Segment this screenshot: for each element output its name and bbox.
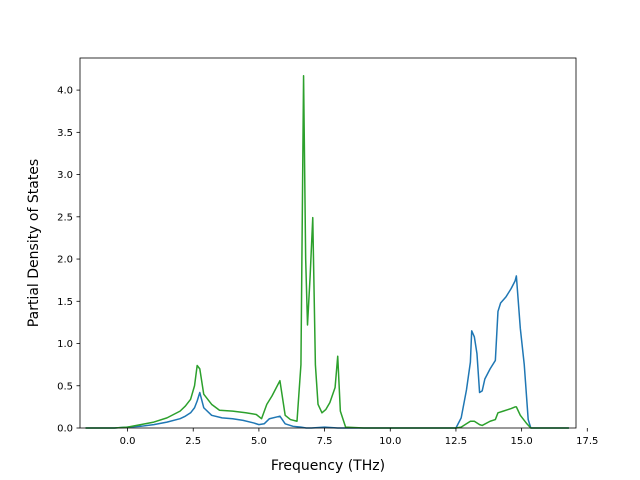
y-tick-label: 2.5 — [57, 212, 73, 223]
y-tick-label: 1.0 — [57, 339, 73, 350]
x-axis-ticks: 0.0 2.5 5.0 7.5 10.0 12.5 15.0 17.5 — [120, 428, 598, 447]
x-tick-label: 2.5 — [185, 436, 201, 447]
y-tick-label: 3.0 — [57, 170, 73, 181]
x-tick-label: 17.5 — [576, 436, 598, 447]
y-tick-label: 0.0 — [57, 424, 73, 435]
plot-area — [80, 58, 576, 428]
y-tick-label: 3.5 — [57, 128, 73, 139]
x-tick-label: 15.0 — [510, 436, 532, 447]
y-tick-label: 1.5 — [57, 297, 73, 308]
y-tick-label: 0.5 — [57, 381, 73, 392]
x-tick-label: 12.5 — [445, 436, 467, 447]
y-axis-ticks: 0.0 0.5 1.0 1.5 2.0 2.5 3.0 3.5 4.0 — [57, 86, 80, 435]
y-axis-label: Partial Density of States — [26, 159, 42, 327]
plot-frame — [79, 57, 577, 429]
x-axis-label: Frequency (THz) — [271, 458, 385, 474]
x-tick-label: 10.0 — [379, 436, 401, 447]
y-tick-label: 2.0 — [57, 255, 73, 266]
series-line-2 — [85, 74, 569, 429]
x-tick-label: 7.5 — [317, 436, 333, 447]
y-tick-label: 4.0 — [57, 86, 73, 97]
x-tick-label: 5.0 — [251, 436, 267, 447]
x-tick-label: 0.0 — [120, 436, 136, 447]
